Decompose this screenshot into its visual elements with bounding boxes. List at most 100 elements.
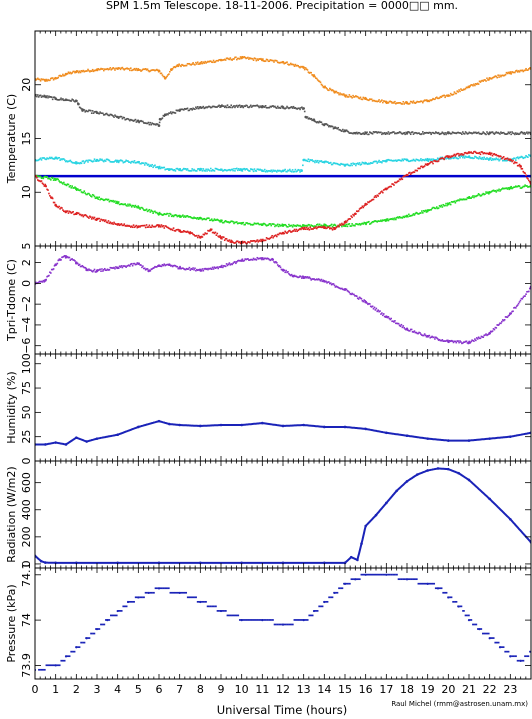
data-point bbox=[64, 443, 68, 446]
data-point bbox=[467, 155, 471, 159]
data-point bbox=[116, 609, 119, 613]
data-point bbox=[509, 435, 512, 438]
credit-text: Raul Michel (rmm@astrosen.unam.mx) bbox=[391, 700, 528, 708]
data-point bbox=[302, 158, 305, 162]
data-point bbox=[44, 79, 47, 82]
data-point bbox=[426, 335, 429, 338]
data-point bbox=[385, 501, 388, 505]
data-point bbox=[199, 424, 202, 428]
data-point bbox=[137, 68, 140, 71]
data-point bbox=[360, 542, 363, 545]
data-point bbox=[178, 229, 181, 233]
data-point bbox=[58, 258, 62, 261]
data-point bbox=[509, 158, 512, 162]
data-point bbox=[488, 152, 491, 155]
data-point bbox=[199, 216, 202, 220]
data-point bbox=[271, 258, 274, 261]
data-point bbox=[509, 517, 512, 521]
data-point bbox=[364, 524, 367, 528]
data-point bbox=[219, 104, 223, 108]
series-1 bbox=[35, 55, 531, 105]
data-point bbox=[116, 115, 119, 119]
data-point bbox=[240, 222, 243, 225]
data-point bbox=[292, 274, 295, 278]
y-tick-label: −6 bbox=[20, 338, 33, 354]
data-point bbox=[240, 56, 243, 60]
data-point bbox=[488, 190, 491, 194]
data-point bbox=[95, 217, 99, 221]
data-point bbox=[426, 158, 429, 162]
data-point bbox=[163, 77, 167, 80]
data-point bbox=[44, 278, 47, 282]
panel-frame bbox=[34, 460, 532, 569]
data-point bbox=[405, 327, 409, 331]
series-1 bbox=[35, 573, 531, 672]
data-point bbox=[447, 596, 450, 599]
data-point bbox=[467, 619, 471, 622]
data-point bbox=[364, 300, 367, 304]
data-point bbox=[95, 68, 99, 71]
data-point bbox=[261, 169, 264, 173]
y-axis-label: Tpri-Tdome (C) bbox=[5, 259, 18, 342]
x-tick-label: 12 bbox=[276, 683, 290, 696]
data-point bbox=[467, 439, 471, 442]
data-point bbox=[447, 202, 450, 206]
series-4 bbox=[35, 174, 531, 178]
data-point bbox=[281, 224, 285, 227]
data-point bbox=[302, 275, 305, 279]
data-point bbox=[147, 591, 150, 595]
data-point bbox=[323, 600, 326, 604]
data-point bbox=[509, 312, 512, 315]
data-point bbox=[199, 268, 202, 272]
y-tick-label: −2 bbox=[20, 296, 33, 312]
data-point bbox=[364, 427, 367, 431]
data-point bbox=[467, 196, 471, 199]
data-point bbox=[302, 423, 305, 427]
data-point bbox=[158, 117, 162, 121]
data-point bbox=[436, 467, 440, 470]
data-point bbox=[95, 158, 99, 162]
data-point bbox=[178, 591, 181, 595]
data-point bbox=[157, 166, 161, 169]
data-point bbox=[240, 168, 243, 171]
data-point bbox=[77, 102, 80, 106]
data-point bbox=[323, 280, 326, 283]
x-tick-label: 20 bbox=[441, 683, 455, 696]
x-tick-label: 21 bbox=[462, 683, 476, 696]
data-point bbox=[385, 100, 388, 104]
data-point bbox=[75, 646, 78, 649]
data-point bbox=[385, 187, 388, 191]
panel-frame bbox=[34, 353, 532, 462]
data-point bbox=[281, 268, 285, 272]
y-axis-label: Humidity (%) bbox=[5, 371, 18, 443]
data-point bbox=[126, 600, 130, 604]
data-point bbox=[405, 131, 409, 135]
data-point bbox=[426, 469, 429, 472]
data-point bbox=[364, 222, 367, 225]
data-point bbox=[137, 120, 140, 123]
data-point bbox=[95, 196, 99, 199]
data-point bbox=[364, 97, 367, 101]
data-point bbox=[261, 619, 264, 622]
x-tick-label: 7 bbox=[176, 683, 183, 696]
data-point bbox=[356, 558, 359, 562]
data-point bbox=[199, 168, 202, 171]
data-point bbox=[385, 315, 388, 318]
data-point bbox=[75, 70, 78, 74]
data-point bbox=[302, 227, 305, 231]
data-point bbox=[323, 85, 326, 89]
data-point bbox=[75, 212, 78, 216]
data-point bbox=[85, 268, 88, 272]
data-point bbox=[116, 561, 119, 565]
data-point bbox=[199, 600, 202, 604]
data-point bbox=[219, 168, 223, 171]
data-point bbox=[323, 425, 326, 429]
data-point bbox=[137, 225, 140, 228]
data-point bbox=[498, 646, 502, 649]
data-point bbox=[157, 124, 161, 127]
x-axis-label: Universal Time (hours) bbox=[217, 703, 348, 717]
data-point bbox=[240, 423, 243, 427]
